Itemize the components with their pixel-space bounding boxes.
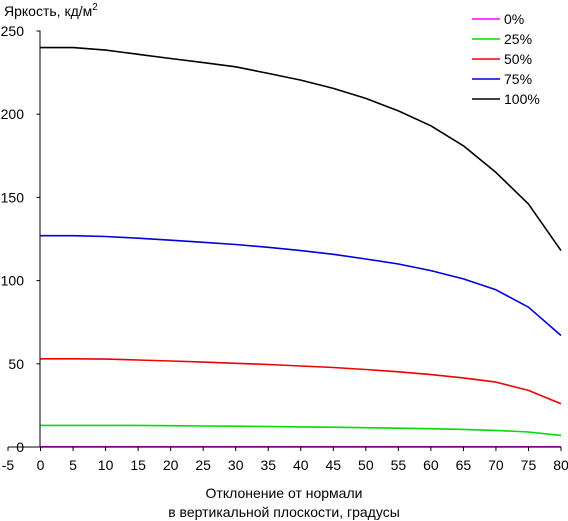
x-tick-label: 30: [228, 457, 244, 473]
y-axis-label-text: Яркость, кд/м: [4, 3, 92, 19]
series-line-100pct: [40, 46, 562, 252]
y-tick-label: 200: [1, 106, 25, 122]
x-tick-label: 80: [553, 457, 568, 473]
legend-label: 75%: [504, 71, 532, 87]
series-line-50pct: [40, 357, 562, 405]
x-tick-label: 50: [358, 457, 374, 473]
x-tick-label: 0: [37, 457, 45, 473]
x-tick-label: 25: [195, 457, 211, 473]
legend: 0% 25% 50% 75% 100%: [472, 11, 540, 107]
x-tick-label: 75: [521, 457, 537, 473]
y-axis-label: Яркость, кд/м2: [4, 2, 98, 19]
y-tick-label: 150: [1, 189, 25, 205]
legend-label: 0%: [504, 11, 524, 27]
x-tick-label: 40: [293, 457, 309, 473]
x-axis-label-line1: Отклонение от нормали: [206, 485, 363, 501]
x-tick-label: 10: [98, 457, 114, 473]
axes-group: [8, 31, 561, 448]
legend-label: 25%: [504, 31, 532, 47]
y-tick-label: 100: [1, 273, 25, 289]
series-group: [40, 46, 562, 448]
legend-label: 100%: [504, 91, 540, 107]
x-tick-label: 15: [130, 457, 146, 473]
x-tick-label: 55: [391, 457, 407, 473]
series-line-75pct: [40, 234, 562, 337]
x-tick-label: 60: [423, 457, 439, 473]
tick-group: -5 0 5 10 15 20 25 30 35 40 45 50 55 60 65 70 75 80050100…: [1, 23, 568, 473]
series-line-25pct: [40, 424, 562, 437]
x-tick-label: 20: [163, 457, 179, 473]
x-tick-label: -5: [2, 457, 15, 473]
legend-label: 50%: [504, 51, 532, 67]
x-tick-label: 45: [326, 457, 342, 473]
x-tick-label: 65: [456, 457, 472, 473]
y-tick-label: 50: [8, 356, 24, 372]
x-axis-label-line2: в вертикальной плоскости, градусы: [168, 504, 400, 520]
x-tick-label: 70: [488, 457, 504, 473]
x-tick-label: 35: [260, 457, 276, 473]
y-axis-label-superscript: 2: [92, 2, 98, 13]
x-tick-label: 5: [69, 457, 77, 473]
y-tick-label: 250: [1, 23, 25, 39]
y-tick-label: 0: [16, 439, 24, 455]
